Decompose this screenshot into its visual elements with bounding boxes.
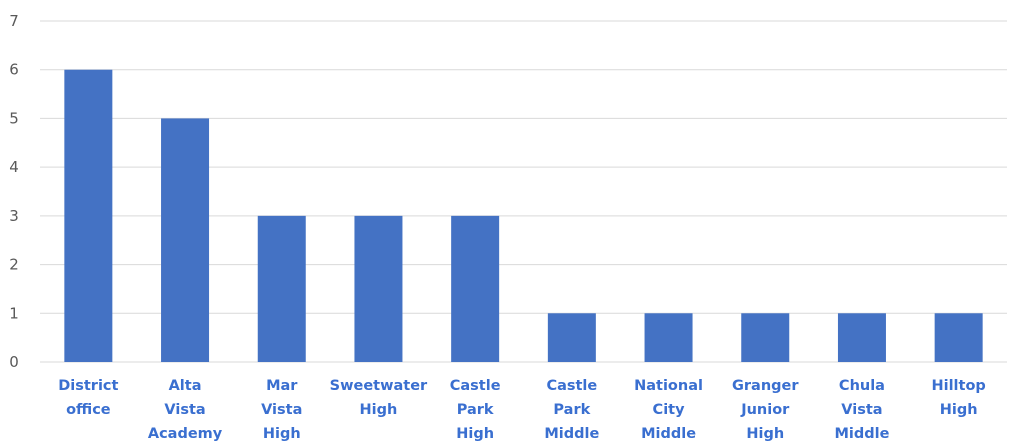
x-category-label-line: Sweetwater	[330, 378, 428, 394]
x-category-label-line: High	[360, 402, 398, 418]
x-category-label: Alta Vista Academy	[148, 378, 223, 442]
x-category-label-line: Granger	[732, 378, 799, 394]
bar	[644, 313, 693, 362]
x-category-label-line: Park	[553, 402, 590, 418]
y-tick-label: 2	[9, 256, 19, 274]
y-tick-label: 3	[9, 207, 19, 225]
x-category-label-line: Middle	[544, 426, 599, 442]
bar	[934, 313, 983, 362]
y-tick-label: 5	[9, 109, 19, 127]
x-category-label-line: Vista	[164, 402, 205, 418]
x-category-label-line: High	[746, 426, 784, 442]
x-category-label-line: Mar	[266, 378, 298, 394]
x-category-label-line: Vista	[841, 402, 882, 418]
bar	[161, 118, 210, 362]
x-category-label-line: Chula	[839, 378, 885, 394]
x-category-label-line: office	[66, 402, 111, 418]
bar	[451, 215, 500, 362]
y-tick-label: 1	[9, 304, 19, 322]
x-category-label: Sweetwater High	[330, 378, 428, 418]
x-category-label-line: City	[653, 402, 686, 418]
bars	[64, 69, 983, 362]
y-tick-label: 7	[9, 12, 19, 30]
y-axis-tick-labels: 0 1 2 3 4 5 6 7	[9, 12, 19, 371]
x-axis-category-labels: District office Alta Vista Academy Mar Vista Hi…	[58, 378, 986, 442]
bar	[547, 313, 596, 362]
x-category-label: Castle Park High	[450, 378, 501, 442]
x-category-label-line: Academy	[148, 426, 223, 442]
x-category-label: Hilltop High	[931, 378, 985, 418]
x-category-label-line: Junior	[740, 402, 790, 418]
x-category-label: Granger Junior High	[732, 378, 799, 442]
x-category-label-line: High	[263, 426, 301, 442]
x-category-label-line: Park	[457, 402, 494, 418]
x-category-label: District office	[58, 378, 118, 418]
y-tick-label: 4	[9, 158, 19, 176]
y-tick-label: 0	[9, 353, 19, 371]
x-category-label-line: National	[634, 378, 703, 394]
x-category-label-line: Vista	[261, 402, 302, 418]
bar	[354, 215, 403, 362]
x-category-label: Mar Vista High	[261, 378, 302, 442]
x-category-label: Chula Vista Middle	[834, 378, 889, 442]
bar	[741, 313, 790, 362]
x-category-label-line: High	[940, 402, 978, 418]
x-category-label: National City Middle	[634, 378, 703, 442]
x-category-label-line: Middle	[641, 426, 696, 442]
x-category-label: Castle Park Middle	[544, 378, 599, 442]
y-tick-label: 6	[9, 61, 19, 79]
bar	[64, 69, 113, 362]
x-category-label-line: Middle	[834, 426, 889, 442]
bar	[257, 215, 306, 362]
x-category-label-line: Hilltop	[931, 378, 985, 394]
x-category-label-line: Castle	[546, 378, 597, 394]
x-category-label-line: Castle	[450, 378, 501, 394]
x-category-label-line: District	[58, 378, 118, 394]
x-category-label-line: High	[456, 426, 494, 442]
bar	[837, 313, 886, 362]
x-category-label-line: Alta	[169, 378, 202, 394]
